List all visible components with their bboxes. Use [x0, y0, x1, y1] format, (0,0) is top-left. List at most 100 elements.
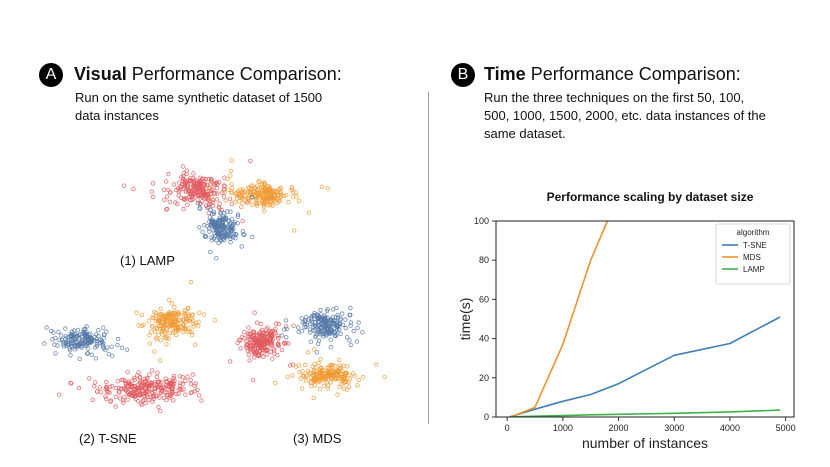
projection-scatter-plots [42, 158, 387, 414]
scatter-point [319, 371, 324, 377]
scatter-point [229, 185, 235, 191]
panel-b-title: Time Performance Comparison: [484, 64, 741, 85]
scatter-point [250, 234, 255, 240]
scatter-point [94, 389, 100, 394]
scatter-point [76, 332, 82, 338]
scatter-point [104, 379, 109, 385]
scatter-point [52, 342, 57, 347]
scatter-point [197, 180, 202, 185]
scatter-point [318, 369, 323, 375]
x-tick-label: 5000 [776, 423, 796, 433]
scatter-point [218, 217, 224, 223]
panel-b-desc-line1: Run the three techniques on the first 50… [484, 90, 745, 105]
scatter-point [321, 323, 326, 329]
legend-title: algorithm [737, 228, 770, 237]
scatter-point [174, 332, 179, 338]
scatter-point [237, 338, 243, 343]
scatter-point [163, 321, 168, 326]
scatter-point [283, 340, 289, 346]
scatter-point [70, 333, 76, 339]
scatter-point [201, 312, 206, 317]
scatter-point [226, 218, 232, 223]
scatter-point [356, 377, 361, 383]
scatter-point [302, 321, 307, 327]
scatter-point [221, 223, 227, 229]
time-performance-chart: Performance scaling by dataset size 0 20 40… [457, 190, 796, 451]
scatter-point [228, 173, 233, 178]
scatter-point [77, 356, 82, 361]
scatter-point [262, 338, 268, 343]
scatter-point [328, 345, 333, 350]
scatter-point [355, 325, 360, 331]
scatter-point [206, 202, 212, 207]
scatter-point [109, 344, 114, 349]
scatter-point [328, 337, 333, 342]
scatter-point [240, 228, 245, 234]
scatter-point [317, 386, 323, 392]
scatter-point [291, 228, 297, 233]
scatter-point [319, 376, 324, 381]
scatter-point [197, 225, 202, 230]
scatter-point [92, 345, 98, 350]
scatter-point [96, 328, 101, 333]
y-axis-label: time(s) [457, 298, 473, 341]
scatter-point [125, 381, 131, 386]
scatter-point [193, 320, 198, 325]
y-tick-label: 60 [479, 294, 489, 304]
scatter-point [311, 369, 317, 374]
scatter-point [284, 324, 289, 329]
scatter-point [108, 398, 114, 403]
scatter-point [235, 340, 240, 346]
scatter-point [92, 380, 98, 385]
scatter-point [139, 323, 145, 328]
scatter-point [66, 337, 72, 343]
scatter-point [124, 347, 130, 352]
scatter-point [239, 244, 244, 249]
scatter-point [322, 313, 327, 318]
scatter-point [314, 350, 320, 355]
scatter-point [347, 313, 352, 318]
scatter-point [170, 326, 176, 331]
legend-label: LAMP [743, 265, 765, 274]
scatter-point [328, 317, 334, 322]
scatter-point [273, 326, 278, 331]
scatter-point [166, 171, 171, 177]
scatter-point [68, 333, 73, 338]
scatter-point [216, 231, 221, 237]
scatter-point [263, 194, 268, 199]
scatter-point [309, 383, 314, 389]
scatter-point [172, 305, 177, 310]
scatter-point [191, 196, 196, 201]
scatter-point [328, 362, 333, 368]
scatter-point [211, 182, 217, 187]
scatter-point [258, 321, 264, 327]
x-tick-label: 4000 [720, 423, 740, 433]
scatter-point [360, 330, 365, 335]
scatter-point [299, 329, 304, 334]
scatter-point [255, 332, 260, 338]
scatter-point [196, 393, 202, 398]
scatter-point [144, 376, 150, 381]
scatter-point [314, 372, 319, 377]
scatter-point [162, 197, 167, 202]
y-tick-label: 20 [479, 373, 489, 383]
scatter-point [89, 352, 94, 357]
scatter-point [244, 339, 249, 344]
scatter-point [253, 197, 259, 203]
series-line-t-sne [509, 316, 781, 417]
scatter-point [81, 330, 87, 335]
scatter-point [73, 339, 78, 344]
scatter-point [334, 368, 340, 373]
scatter-point [208, 207, 213, 213]
scatter-point [268, 349, 273, 354]
scatter-point [186, 318, 191, 324]
scatter-point [183, 392, 188, 397]
scatter-point [157, 395, 162, 400]
scatter-point [277, 198, 283, 203]
scatter-point [261, 354, 266, 359]
plot-frame [495, 220, 795, 418]
scatter-point [196, 319, 201, 324]
scatter-point [253, 336, 258, 341]
scatter-point [316, 360, 321, 366]
scatter-point [334, 305, 339, 311]
